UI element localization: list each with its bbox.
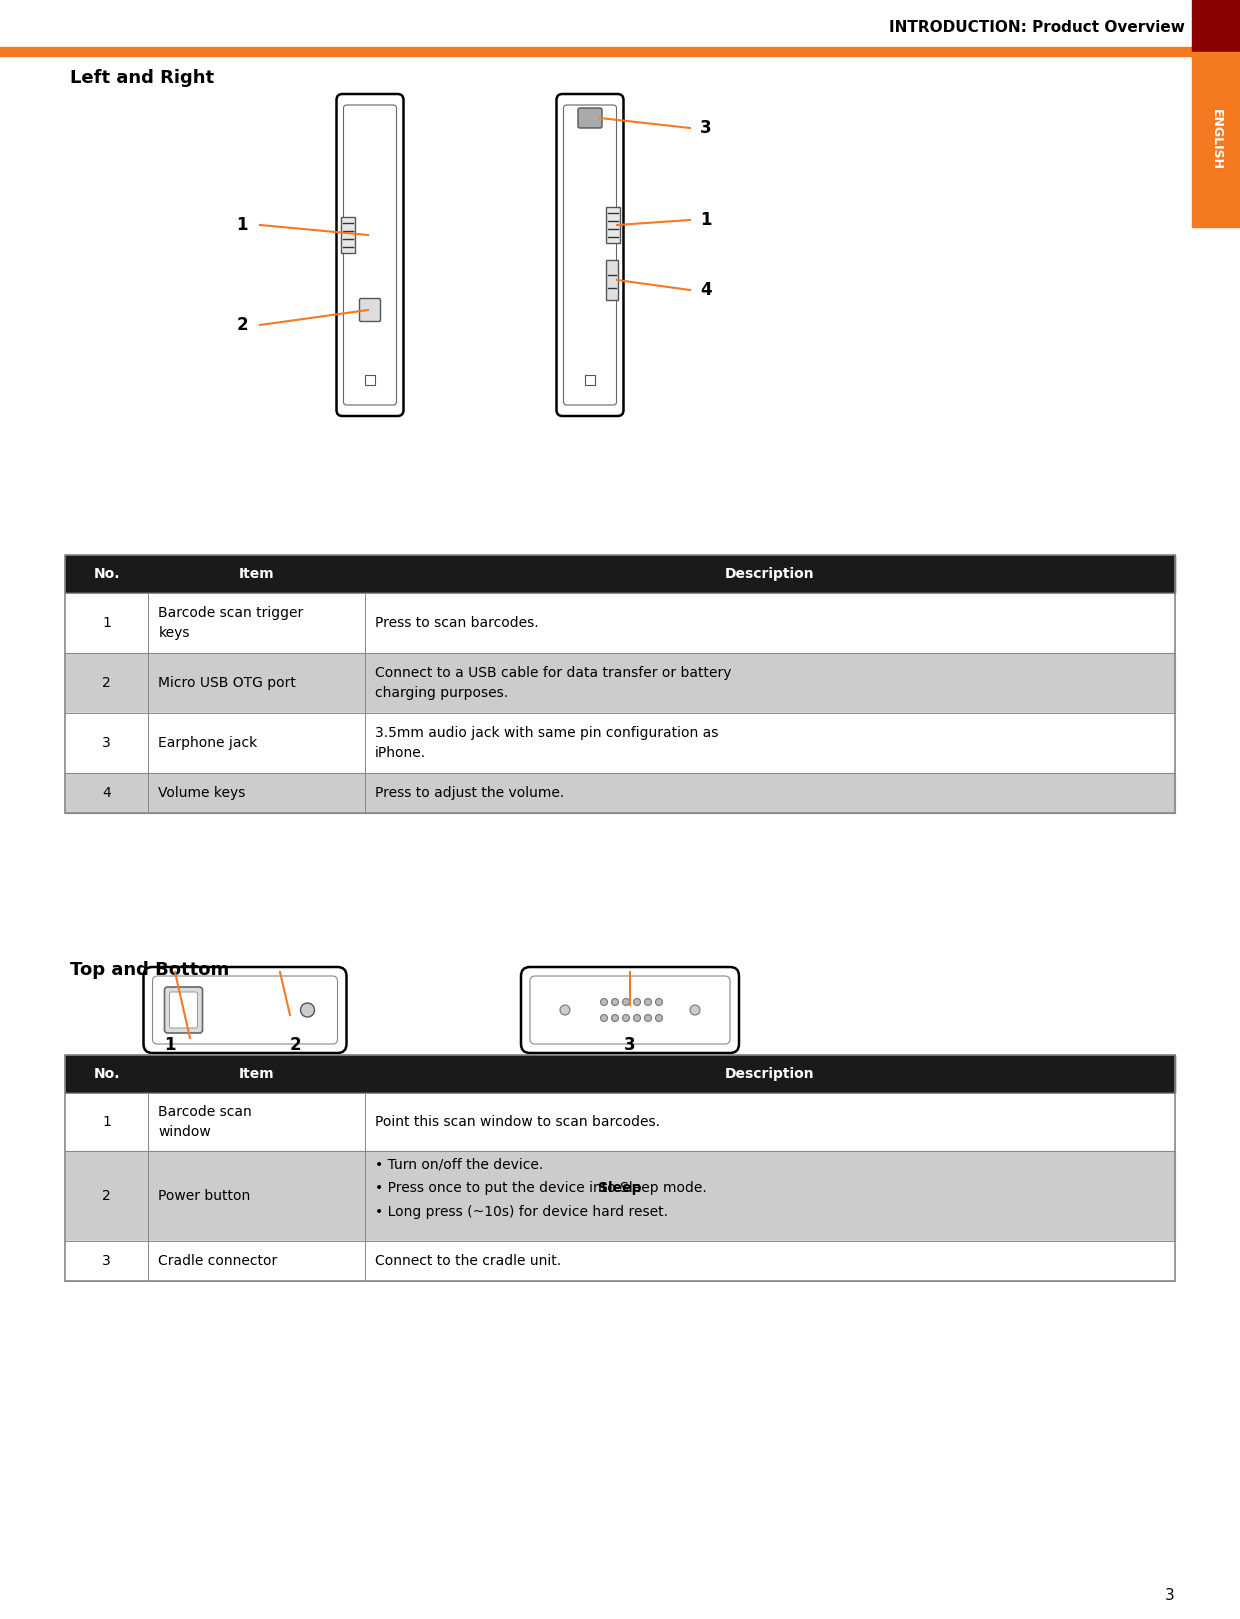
Text: 1: 1 [237,215,248,235]
Circle shape [622,1015,630,1022]
Text: Press to scan barcodes.: Press to scan barcodes. [374,615,538,630]
Text: 3: 3 [102,1255,112,1268]
Circle shape [656,999,662,1005]
Bar [341,217,355,253]
Circle shape [634,999,641,1005]
Text: Barcode scan
window: Barcode scan window [159,1106,252,1138]
Bar [64,1056,1176,1093]
Bar [365,376,374,385]
Circle shape [634,1015,641,1022]
Text: ENGLISH: ENGLISH [1209,108,1223,170]
Bar [64,652,1176,712]
Text: Press to adjust the volume.: Press to adjust the volume. [374,785,564,800]
FancyBboxPatch shape [165,988,202,1033]
Text: 2: 2 [236,316,248,334]
Text: Earphone jack: Earphone jack [159,737,258,750]
FancyBboxPatch shape [563,105,616,405]
Text: Connect to a USB cable for data transfer or battery
charging purposes.: Connect to a USB cable for data transfer… [374,667,732,699]
Text: 3: 3 [701,120,712,138]
Text: Left and Right: Left and Right [69,70,215,87]
FancyBboxPatch shape [360,298,381,322]
Text: 2: 2 [102,677,112,690]
Text: Volume keys: Volume keys [159,785,246,800]
Circle shape [600,999,608,1005]
Text: • Long press (~10s) for device hard reset.: • Long press (~10s) for device hard rese… [374,1205,667,1219]
Text: Top and Bottom: Top and Bottom [69,962,229,979]
Circle shape [622,999,630,1005]
Bar [1192,52,1240,227]
Circle shape [600,1015,608,1022]
Bar [585,376,595,385]
Bar [64,772,1176,813]
FancyBboxPatch shape [578,108,601,128]
Text: 4: 4 [701,282,712,300]
Text: 3: 3 [624,1036,636,1054]
Text: 1: 1 [102,615,112,630]
FancyBboxPatch shape [529,976,730,1044]
Text: Point this scan window to scan barcodes.: Point this scan window to scan barcodes. [374,1115,660,1128]
Bar [64,1056,1176,1281]
FancyBboxPatch shape [153,976,337,1044]
Bar [605,261,618,300]
Circle shape [560,1005,570,1015]
Text: Power button: Power button [159,1188,250,1203]
Text: Description: Description [725,1067,815,1081]
Text: Micro USB OTG port: Micro USB OTG port [159,677,296,690]
Circle shape [689,1005,701,1015]
Circle shape [611,1015,619,1022]
Bar [64,555,1176,593]
Bar [64,1242,1176,1281]
Circle shape [645,999,651,1005]
Text: 2: 2 [102,1188,112,1203]
Text: Item: Item [238,567,274,581]
Text: 1: 1 [164,1036,176,1054]
Bar [64,1093,1176,1151]
Bar [0,47,1192,57]
Text: 1: 1 [701,210,712,228]
Circle shape [656,1015,662,1022]
Text: Cradle connector: Cradle connector [159,1255,278,1268]
Bar [64,593,1176,652]
Text: Barcode scan trigger
keys: Barcode scan trigger keys [159,606,304,640]
Bar [64,555,1176,813]
Text: Sleep: Sleep [598,1182,641,1195]
FancyBboxPatch shape [343,105,397,405]
FancyBboxPatch shape [557,94,624,416]
Bar [64,1151,1176,1242]
Text: 4: 4 [102,785,112,800]
Text: Connect to the cradle unit.: Connect to the cradle unit. [374,1255,560,1268]
Text: 3: 3 [1166,1588,1176,1603]
FancyBboxPatch shape [336,94,403,416]
Text: No.: No. [93,1067,120,1081]
Text: • Turn on/off the device.: • Turn on/off the device. [374,1158,543,1172]
Circle shape [611,999,619,1005]
Bar [1192,0,1240,52]
Text: • Press once to put the device into Sleep mode.: • Press once to put the device into Slee… [374,1182,707,1195]
Circle shape [645,1015,651,1022]
Text: 2: 2 [289,1036,301,1054]
Bar [64,712,1176,772]
FancyBboxPatch shape [144,967,346,1052]
Text: 1: 1 [102,1115,112,1128]
Text: 3: 3 [102,737,112,750]
Text: INTRODUCTION: Product Overview: INTRODUCTION: Product Overview [889,21,1185,36]
Bar [605,207,620,243]
Text: Description: Description [725,567,815,581]
Text: 3.5mm audio jack with same pin configuration as
iPhone.: 3.5mm audio jack with same pin configura… [374,727,718,759]
Text: Item: Item [238,1067,274,1081]
FancyBboxPatch shape [521,967,739,1052]
Circle shape [300,1004,315,1017]
Text: No.: No. [93,567,120,581]
FancyBboxPatch shape [170,992,197,1028]
